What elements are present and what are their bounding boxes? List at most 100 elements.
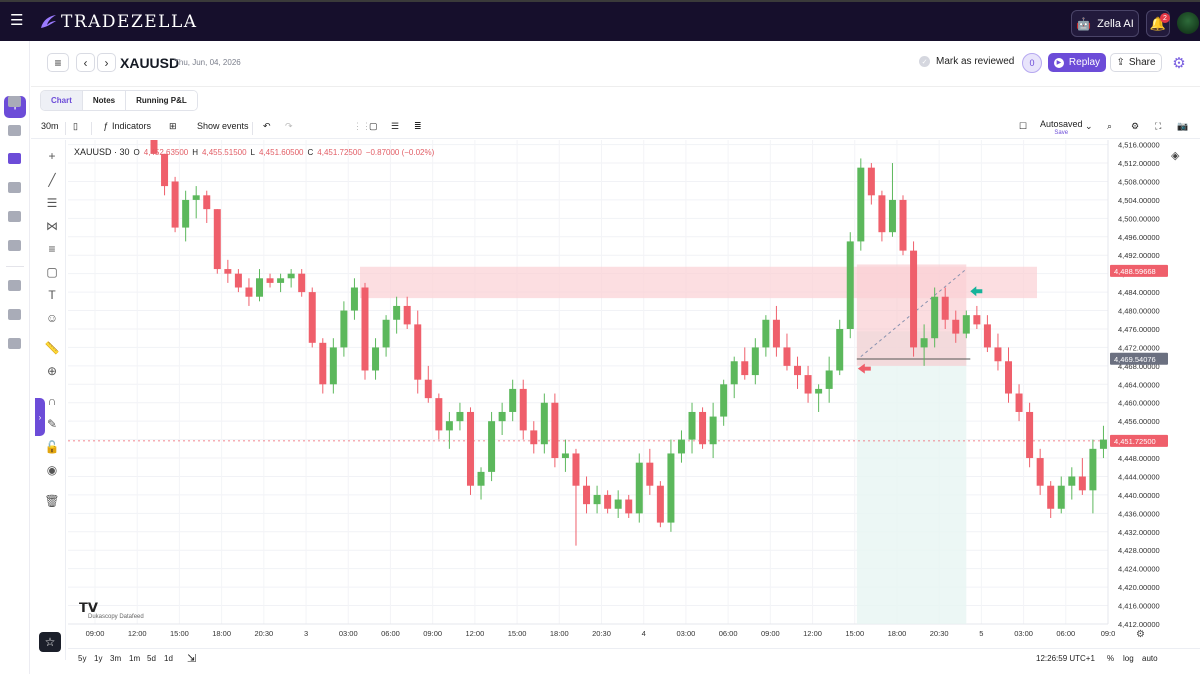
auto-toggle[interactable]: auto <box>1142 654 1158 663</box>
chart-nav-icon[interactable] <box>8 153 21 164</box>
resources-icon[interactable] <box>8 338 21 349</box>
trend-line-icon[interactable]: ╱ <box>48 173 56 187</box>
show-events-button[interactable]: Show events <box>197 121 249 131</box>
text-icon[interactable]: T <box>48 288 56 302</box>
supply-zone-rect <box>360 266 1037 299</box>
y-tick-label: 4,444.00000 <box>1118 472 1160 481</box>
chart-area[interactable]: 4,516.00000 4,512.00000 4,508.00000 4,504.0… <box>68 140 1200 648</box>
drag-handle-icon[interactable]: ⋮⋮ <box>353 121 371 131</box>
horizontal-lines-icon[interactable]: ☰ <box>46 196 58 210</box>
range-1y[interactable]: 1y <box>94 654 103 663</box>
candle-body <box>393 305 401 320</box>
save-link[interactable]: Save <box>1054 130 1069 136</box>
list-icon[interactable]: ≡ <box>47 53 69 72</box>
range-3m[interactable]: 3m <box>110 654 122 663</box>
tab-chart[interactable]: Chart <box>41 91 83 110</box>
candle-body <box>762 319 770 348</box>
interval-select[interactable]: 30m <box>41 121 59 131</box>
rectangle-icon[interactable]: ▢ <box>46 265 58 279</box>
notebook-icon[interactable] <box>8 182 21 193</box>
go-to-date-icon[interactable]: ⇲ <box>187 653 197 665</box>
range-5d[interactable]: 5d <box>147 654 156 663</box>
candle-body <box>983 324 991 348</box>
fullscreen-icon[interactable]: ⛶ <box>1155 121 1162 131</box>
tab-running-pnl[interactable]: Running P&L <box>126 91 197 110</box>
candle-body <box>783 347 791 366</box>
toolbar-divider <box>91 122 92 135</box>
horizontal-ray-icon[interactable]: ≣ <box>414 121 422 131</box>
lock-icon[interactable]: 🔓 <box>44 440 60 454</box>
avatar[interactable] <box>1177 12 1199 34</box>
candle-body <box>994 347 1002 362</box>
function-icon: ƒ <box>103 121 109 131</box>
redo-icon[interactable]: ↷ <box>285 121 293 131</box>
pencil-icon[interactable]: ✎ <box>46 417 58 431</box>
x-tick-label: 4 <box>642 629 646 638</box>
autosave-checkbox[interactable]: ☐ <box>1019 121 1028 131</box>
playbook-icon[interactable] <box>8 240 21 251</box>
emoji-icon[interactable]: ☺ <box>45 311 59 325</box>
settings-icon[interactable]: ⚙ <box>1131 121 1140 131</box>
expand-panel-button[interactable]: › <box>35 398 45 436</box>
log-toggle[interactable]: log <box>1123 654 1134 663</box>
fib-icon[interactable]: ≡ <box>48 242 56 256</box>
replay-button[interactable]: ▶ Replay <box>1048 53 1106 72</box>
zella-ai-button[interactable]: 🤖 Zella AI <box>1071 10 1139 37</box>
candle-body <box>171 181 179 228</box>
notifications-button[interactable]: 🔔 2 <box>1146 10 1170 37</box>
candle-body <box>466 411 474 486</box>
indicators-button[interactable]: ƒ Indicators <box>103 121 151 131</box>
x-tick-label: 15:00 <box>170 629 189 638</box>
candle-body <box>857 167 865 242</box>
pitchfork-icon[interactable]: ⋈ <box>46 219 58 233</box>
percent-toggle[interactable]: % <box>1107 654 1115 663</box>
dashboard-icon[interactable] <box>8 96 21 107</box>
x-tick-label: 03:00 <box>339 629 358 638</box>
next-arrow-icon[interactable]: › <box>97 53 116 72</box>
mark-reviewed-button[interactable]: ✓ Mark as reviewed <box>919 56 1014 67</box>
candle-body <box>445 421 453 431</box>
magnet-icon[interactable]: ∩ <box>47 394 57 408</box>
camera-icon[interactable]: 📷 <box>1177 121 1189 131</box>
range-1m[interactable]: 1m <box>129 654 141 663</box>
candle-type-icon[interactable]: ▯ <box>73 121 78 131</box>
candle-body <box>815 388 823 394</box>
hamburger-icon[interactable]: ☰ <box>10 12 24 29</box>
x-tick-label: 06:00 <box>719 629 738 638</box>
parallel-channel-icon[interactable]: ☰ <box>391 121 400 131</box>
share-button[interactable]: ⇪ Share <box>1110 53 1162 72</box>
price-chart[interactable]: 4,516.00000 4,512.00000 4,508.00000 4,504.0… <box>68 140 1200 648</box>
candle-body <box>308 292 316 343</box>
app-logo[interactable]: TRADEZELLA <box>37 10 198 34</box>
tab-notes[interactable]: Notes <box>82 91 127 110</box>
range-5y[interactable]: 5y <box>78 654 87 663</box>
eye-icon[interactable]: ◉ <box>46 463 58 477</box>
favorites-star-icon[interactable]: ☆ <box>39 632 61 652</box>
candle-body <box>646 462 654 486</box>
zoom-icon[interactable]: ⊕ <box>46 364 58 378</box>
trades-icon[interactable] <box>8 125 21 136</box>
robot-icon: 🤖 <box>1076 16 1092 31</box>
y-tick-label: 4,516.00000 <box>1118 141 1160 150</box>
prev-arrow-icon[interactable]: ‹ <box>76 53 95 72</box>
reports-icon[interactable] <box>8 211 21 222</box>
chevron-down-icon[interactable]: ⌄ <box>1085 121 1093 131</box>
x-tick-label: 09:00 <box>423 629 442 638</box>
templates-icon[interactable]: ⊞ <box>169 121 177 131</box>
x-tick-label: 18:00 <box>212 629 231 638</box>
rectangle-tool-icon[interactable]: ▢ <box>369 121 378 131</box>
undo-icon[interactable]: ↶ <box>263 121 271 131</box>
quick-search-icon[interactable]: ⌕ <box>1107 121 1113 131</box>
backtest-icon[interactable] <box>8 309 21 320</box>
ruler-icon[interactable]: 📏 <box>44 341 60 355</box>
candle-body <box>920 338 928 348</box>
crosshair-icon[interactable]: + <box>48 149 56 163</box>
trash-icon[interactable]: 🗑 <box>44 494 60 508</box>
candle-body <box>350 287 358 311</box>
drawing-toolbar: + ╱ ☰ ⋈ ≡ ▢ T ☺ 📏 ⊕ ∩ ✎ 🔓 ◉ 🗑 <box>36 140 66 660</box>
range-1d[interactable]: 1d <box>164 654 173 663</box>
candle-body <box>583 485 591 505</box>
ai-badge[interactable]: 0 <box>1022 53 1042 73</box>
replay-nav-icon[interactable] <box>8 280 21 291</box>
gear-icon[interactable]: ⚙ <box>1172 55 1186 72</box>
